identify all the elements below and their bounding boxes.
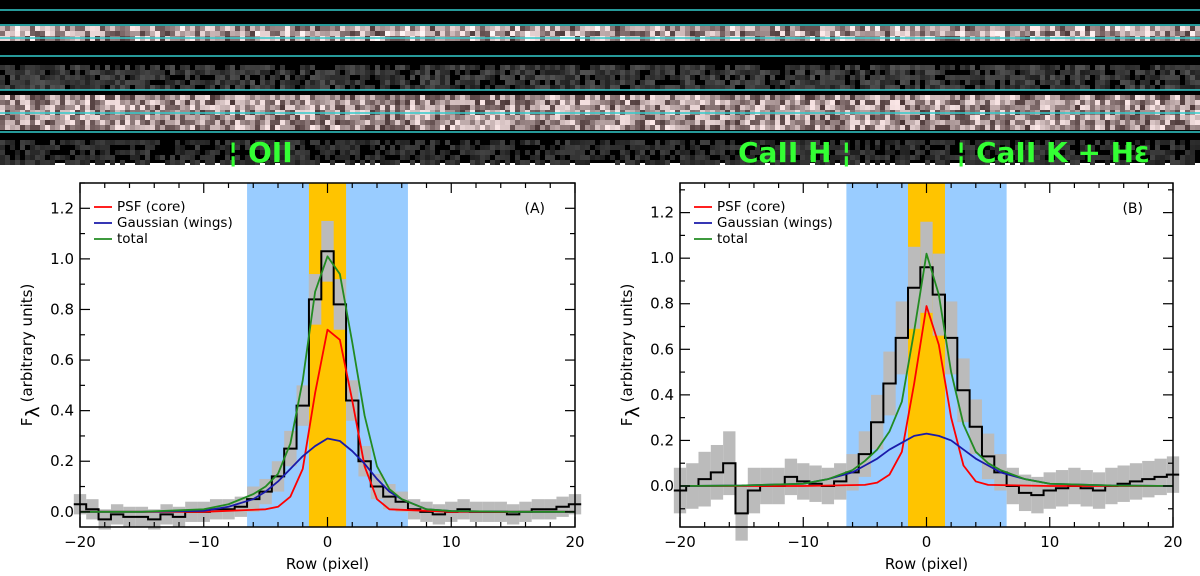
y-tick-label: 1.2 — [50, 199, 74, 217]
y-tick-label: 0.6 — [650, 340, 674, 358]
data-histogram — [673, 266, 1180, 515]
x-tick-label: 20 — [565, 533, 584, 551]
panel-label: (B) — [1122, 201, 1143, 217]
legend: PSF (core)Gaussian (wings)total — [94, 199, 233, 247]
x-tick-label: 10 — [1040, 533, 1059, 551]
panel-label: (A) — [524, 201, 545, 217]
y-tick-label: 0.2 — [50, 452, 74, 470]
x-axis-label: Row (pixel) — [885, 555, 968, 573]
x-axis-label: Row (pixel) — [286, 555, 369, 573]
legend-entry: total — [717, 231, 748, 247]
x-tick-label: 20 — [1163, 533, 1182, 551]
y-tick-label: 0.6 — [50, 351, 74, 369]
panel-a: −20 −10 0 10 20 0.0 0.2 0.4 0.6 0.8 1.0 1.2 Row (pix… — [18, 182, 585, 573]
y-tick-label: 0.8 — [50, 300, 74, 318]
x-tick-label: 10 — [442, 533, 461, 551]
legend-entry: Gaussian (wings) — [117, 215, 233, 231]
x-tick-label: 0 — [323, 533, 333, 551]
x-tick-label: −10 — [787, 533, 819, 551]
legend-entry: Gaussian (wings) — [717, 215, 833, 231]
label-oii: ¦ OII — [228, 136, 293, 169]
spectral-line-labels: ¦ OII CaII H ¦ ¦ CaII K + Hε — [228, 136, 1150, 169]
series-line-total — [679, 252, 1174, 487]
y-tick-label: 1.0 — [650, 249, 674, 267]
x-tick-label: 0 — [922, 533, 932, 551]
y-axis-label: Fλ(arbitrary units) — [18, 284, 44, 427]
label-caii-h: CaII H ¦ — [738, 136, 851, 169]
svg-text:Fλ(arbitrary units): Fλ(arbitrary units) — [18, 284, 44, 427]
legend-entry: PSF (core) — [717, 199, 786, 215]
y-tick-label: 0.2 — [650, 431, 674, 449]
y-tick-label: 0.4 — [650, 386, 674, 404]
y-tick-label: 0.0 — [650, 477, 674, 495]
y-axis-label: Fλ(arbitrary units) — [618, 284, 644, 427]
x-tick-label: −20 — [64, 533, 96, 551]
legend-entry: total — [117, 231, 148, 247]
y-tick-label: 0.4 — [50, 402, 74, 420]
spectrum-image — [0, 0, 1200, 165]
y-tick-label: 0.0 — [50, 503, 74, 521]
panel-b: −20 −10 0 10 20 0.0 0.2 0.4 0.6 0.8 1.0 1.2 Row (pix… — [618, 182, 1183, 573]
series-line-psf-core — [80, 328, 575, 513]
y-tick-label: 1.0 — [50, 250, 74, 268]
y-tick-label: 1.2 — [650, 204, 674, 222]
x-tick-label: −10 — [188, 533, 220, 551]
y-tick-label: 0.8 — [650, 295, 674, 313]
label-caii-k-he: ¦ CaII K + Hε — [956, 136, 1150, 169]
legend-entry: PSF (core) — [117, 199, 186, 215]
series-line-total — [80, 255, 575, 513]
x-tick-label: −20 — [664, 533, 696, 551]
legend: PSF (core)Gaussian (wings)total — [694, 199, 833, 247]
svg-text:Fλ(arbitrary units): Fλ(arbitrary units) — [618, 284, 644, 427]
series-line-psf-core — [680, 305, 1173, 487]
